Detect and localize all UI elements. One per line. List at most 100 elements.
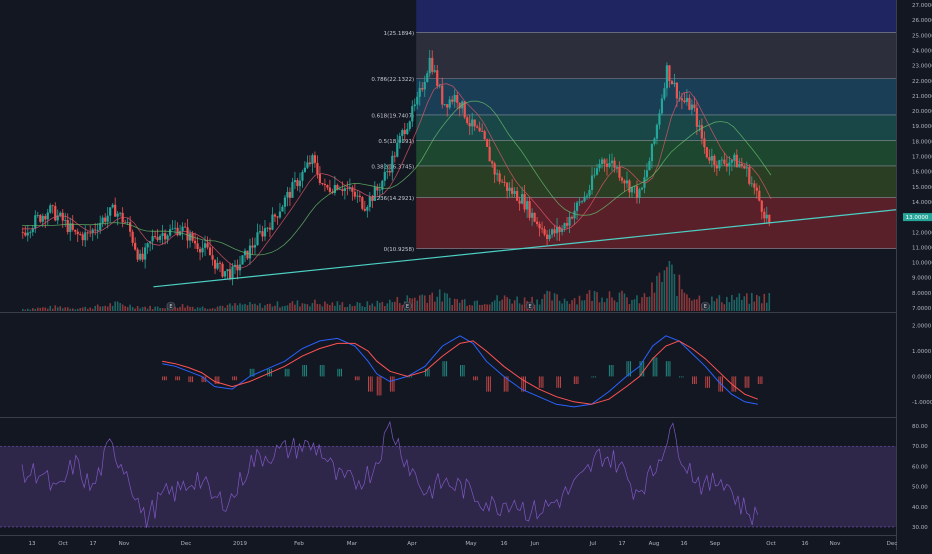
- candle-body: [546, 235, 548, 239]
- macd-histogram-bar: [504, 376, 505, 391]
- candle-body: [489, 147, 491, 161]
- candle-body: [411, 106, 413, 121]
- candle-body: [299, 181, 301, 186]
- macd-histogram-bar: [444, 361, 445, 376]
- volume-bar: [539, 304, 541, 311]
- candle-body: [441, 86, 443, 105]
- candle-body: [703, 138, 705, 147]
- volume-bar: [317, 304, 319, 311]
- volume-bar: [676, 296, 678, 311]
- candle-body: [129, 222, 131, 232]
- candle-body: [144, 247, 146, 259]
- volume-bar: [686, 294, 688, 311]
- macd-histogram-bar: [692, 376, 693, 384]
- price-tick-label: 15.0000: [912, 185, 932, 191]
- volume-bar: [102, 306, 104, 311]
- macd-histogram-bar: [215, 376, 216, 384]
- volume-bar: [691, 301, 693, 311]
- macd-histogram-bar: [411, 376, 412, 377]
- time-tick-label: Dec: [887, 541, 898, 547]
- candle-body: [456, 95, 458, 103]
- volume-bar: [262, 308, 264, 311]
- macd-tick-label: 1.0000: [912, 349, 932, 355]
- candle-body: [74, 230, 76, 232]
- candle-body: [426, 73, 428, 82]
- volume-bar: [426, 303, 428, 311]
- volume-bar: [234, 303, 236, 311]
- volume-bar: [337, 301, 339, 311]
- candle-body: [154, 236, 156, 237]
- volume-bar: [79, 308, 81, 311]
- candle-body: [216, 263, 218, 269]
- candle-body: [751, 183, 753, 184]
- candle-body: [109, 207, 111, 215]
- rsi-tick-label: 70.00: [912, 444, 928, 450]
- volume-bar: [629, 304, 631, 311]
- volume-bar: [721, 302, 723, 311]
- volume-bar: [147, 309, 149, 311]
- macd-histogram-bar: [232, 376, 233, 380]
- volume-bar: [734, 300, 736, 311]
- price-tick-label: 11.0000: [912, 245, 932, 251]
- candle-body: [311, 155, 313, 164]
- price-tick-label: 25.0000: [912, 33, 932, 39]
- volume-bar: [674, 274, 676, 311]
- volume-bar: [459, 303, 461, 311]
- candle-body: [157, 237, 159, 240]
- price-tick-label: 9.0000: [912, 276, 932, 282]
- volume-bar: [247, 305, 249, 311]
- macd-histogram-bar: [681, 376, 682, 377]
- macd-histogram-bar: [379, 376, 380, 395]
- volume-bar: [754, 302, 756, 311]
- macd-histogram-bar: [192, 376, 193, 382]
- volume-bar: [149, 306, 151, 311]
- macd-histogram-bar: [162, 376, 163, 380]
- candle-body: [514, 191, 516, 194]
- volume-bar: [586, 294, 588, 311]
- volume-bar: [137, 306, 139, 311]
- volume-bar: [661, 282, 663, 311]
- volume-bar: [519, 303, 521, 311]
- rsi-tick-label: 80.00: [912, 424, 928, 430]
- candle-body: [132, 232, 134, 243]
- rsi-tick-label: 40.00: [912, 505, 928, 511]
- volume-bar: [144, 307, 146, 311]
- candle-body: [593, 175, 595, 176]
- candle-body: [509, 188, 511, 191]
- volume-bar: [199, 308, 201, 311]
- candle-body: [421, 88, 423, 90]
- volume-bar: [716, 298, 718, 311]
- volume-bar: [444, 293, 446, 311]
- volume-bar: [741, 300, 743, 311]
- volume-bar: [591, 301, 593, 311]
- candle-body: [294, 180, 296, 182]
- volume-bar: [546, 291, 548, 311]
- candle-body: [471, 120, 473, 127]
- macd-histogram-bar: [217, 376, 218, 384]
- candle-body: [424, 82, 426, 90]
- fib-level-label: 0.786(22.1322): [371, 77, 414, 83]
- volume-bar: [269, 304, 271, 311]
- earnings-marker-label: E: [406, 304, 409, 310]
- candle-body: [204, 243, 206, 248]
- volume-bar: [22, 309, 24, 311]
- volume-bar: [119, 303, 121, 311]
- volume-bar: [84, 307, 86, 311]
- candle-body: [746, 167, 748, 168]
- volume-bar: [327, 304, 329, 311]
- volume-bar: [374, 306, 376, 311]
- volume-bar: [187, 306, 189, 311]
- volume-bar: [257, 305, 259, 311]
- volume-bar: [451, 305, 453, 311]
- volume-bar: [299, 306, 301, 311]
- candle-body: [613, 161, 615, 168]
- candle-body: [666, 65, 668, 88]
- volume-bar: [766, 303, 768, 311]
- volume-bar: [599, 302, 601, 311]
- volume-bar: [749, 304, 751, 311]
- macd-histogram-bar: [288, 369, 289, 377]
- fibonacci-retracement[interactable]: 1(25.1894)0.786(22.1322)0.618(19.7407)0.…: [371, 0, 896, 253]
- macd-histogram-bar: [542, 376, 543, 387]
- macd-histogram-bar: [718, 376, 719, 391]
